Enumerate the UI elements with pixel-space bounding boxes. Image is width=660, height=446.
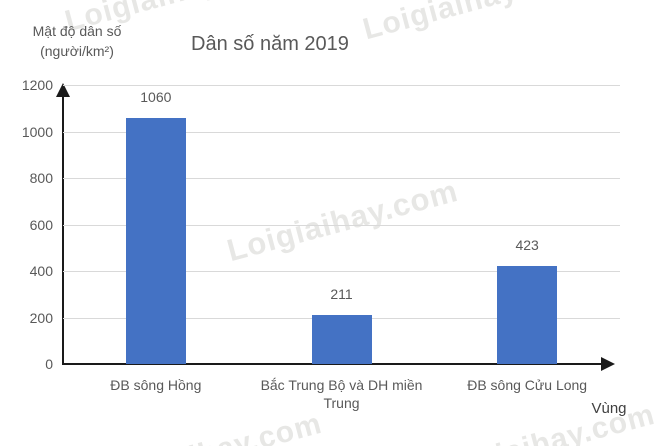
y-tick-label: 800 bbox=[29, 170, 53, 186]
category-label: ĐB sông Cửu Long bbox=[467, 377, 588, 393]
y-axis-title-line1: Mật độ dân số bbox=[32, 23, 122, 39]
gridline bbox=[63, 271, 620, 272]
y-axis-title: Mật độ dân số (người/km²) bbox=[8, 21, 146, 61]
y-tick-label: 600 bbox=[29, 216, 53, 233]
bar bbox=[125, 117, 186, 364]
bar bbox=[311, 314, 372, 364]
y-axis-arrow-icon bbox=[56, 83, 70, 97]
x-axis-title: Vùng bbox=[591, 400, 627, 417]
y-tick-label: 0 bbox=[45, 356, 53, 372]
y-tick-label: 400 bbox=[29, 263, 53, 279]
bar bbox=[497, 265, 558, 364]
x-axis-arrow-icon bbox=[601, 357, 615, 371]
chart-title: Dân số năm 2019 bbox=[191, 33, 349, 55]
category-label: Bắc Trung Bộ và DH miền Trung bbox=[260, 377, 423, 411]
gridline bbox=[63, 178, 620, 179]
gridline bbox=[63, 85, 620, 86]
gridline bbox=[63, 131, 620, 133]
bar-value-label: 1060 bbox=[140, 88, 172, 105]
bar-value-label: 211 bbox=[330, 285, 353, 302]
x-axis-line bbox=[63, 363, 603, 365]
y-tick-label: 200 bbox=[29, 309, 53, 326]
y-tick-label: 1200 bbox=[21, 77, 53, 93]
gridline bbox=[63, 224, 620, 226]
bar-value-label: 423 bbox=[515, 236, 539, 253]
category-label: ĐB sông Hồng bbox=[110, 377, 202, 393]
y-axis-title-line2: (người/km²) bbox=[40, 43, 114, 59]
y-axis-line bbox=[62, 94, 64, 365]
y-tick-label: 1000 bbox=[21, 123, 53, 140]
